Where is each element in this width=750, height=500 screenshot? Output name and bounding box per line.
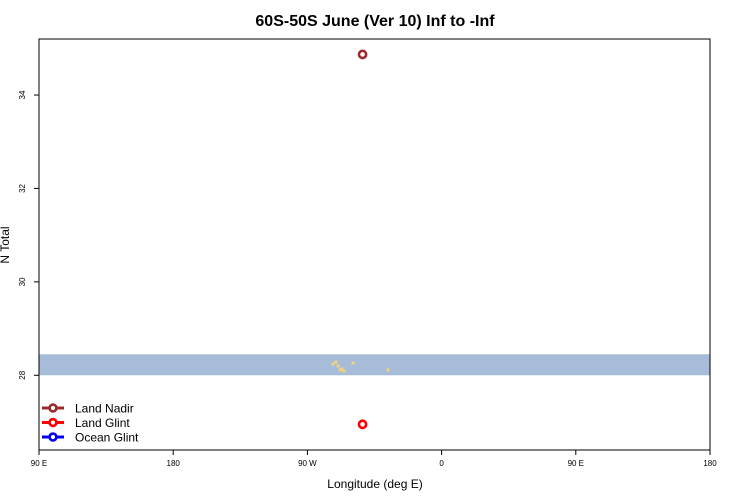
land-speck	[340, 367, 344, 371]
x-tick-label: 0	[439, 459, 444, 468]
data-points	[357, 49, 368, 430]
y-tick-label: 30	[18, 277, 27, 286]
legend-marker	[48, 403, 58, 413]
legend-label: Land Glint	[75, 416, 130, 430]
map-band	[39, 354, 710, 376]
land-speck	[334, 360, 338, 364]
plot-frame	[38, 38, 711, 451]
legend-marker	[48, 432, 58, 442]
legend-marker	[48, 417, 58, 428]
legend-label: Land Nadir	[75, 402, 134, 416]
data-point	[357, 49, 368, 60]
land-speck	[386, 368, 390, 372]
y-axis-label: N Total	[0, 226, 12, 263]
data-point	[357, 419, 368, 430]
legend-label: Ocean Glint	[75, 431, 139, 445]
x-tick-label: 180	[167, 459, 181, 468]
y-tick-label: 28	[18, 370, 27, 379]
land-speck	[331, 362, 335, 366]
land-speck	[338, 368, 342, 372]
plot-area: 90 E 180 90 W 0 90 E 180 28 30 32 34	[18, 38, 717, 468]
x-tick-label: 180	[703, 459, 717, 468]
x-tick-label: 90 E	[568, 459, 584, 468]
x-tick-label: 90 W	[298, 459, 317, 468]
chart-title: 60S-50S June (Ver 10) Inf to -Inf	[255, 13, 495, 30]
land-speck	[342, 369, 346, 373]
land-speck	[351, 361, 355, 365]
x-axis-label: Longitude (deg E)	[327, 477, 422, 491]
y-tick-label: 34	[18, 90, 27, 99]
land-speck	[336, 364, 340, 368]
y-axis: 28 30 32 34	[18, 90, 39, 380]
x-tick-label: 90 E	[31, 459, 47, 468]
x-axis: 90 E 180 90 W 0 90 E 180	[31, 450, 717, 468]
y-tick-label: 32	[18, 183, 27, 192]
land-marks	[331, 360, 390, 373]
